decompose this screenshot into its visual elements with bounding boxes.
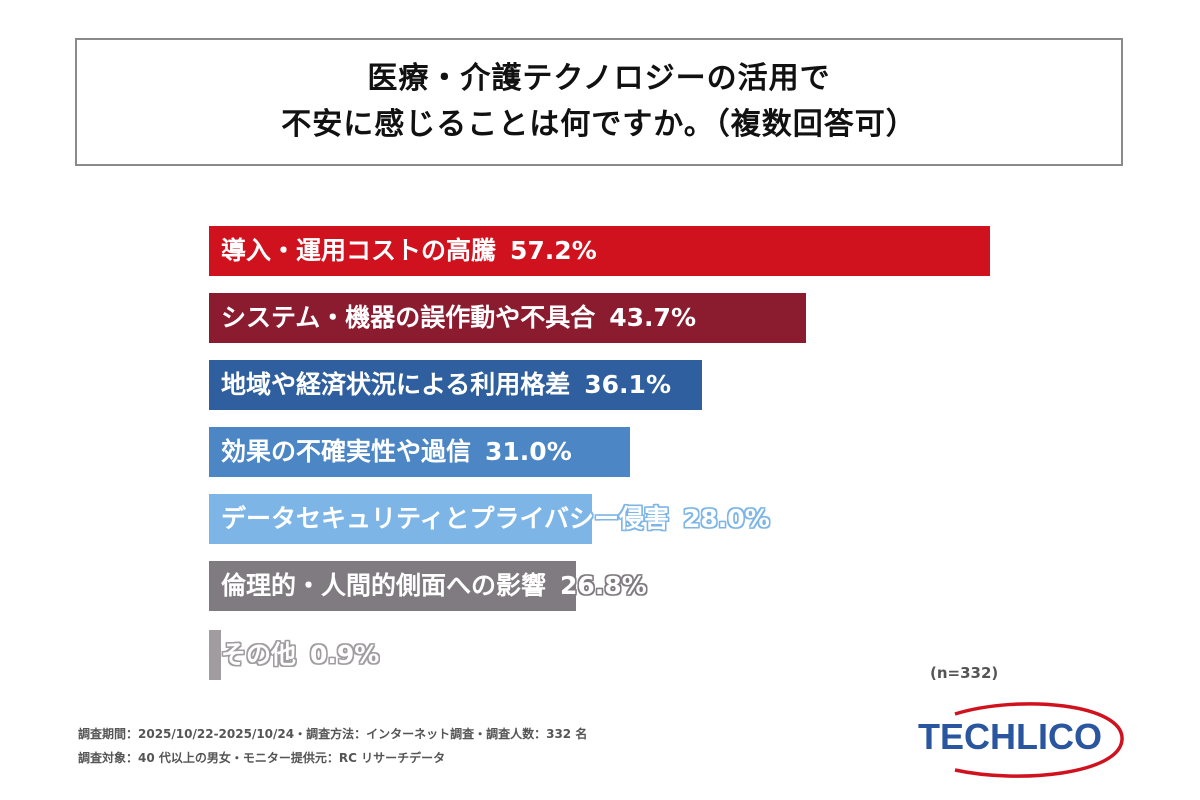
- techlico-logo: TECHLICO: [910, 700, 1140, 780]
- value-label: 43.7%: [609, 303, 696, 332]
- value-label: 57.2%: [510, 236, 597, 265]
- bar-label: 導入・運用コストの高騰 57.2%: [221, 226, 597, 276]
- value-label: 36.1%: [584, 370, 671, 399]
- category-label: 効果の不確実性や過信: [221, 437, 472, 466]
- category-label: システム・機器の誤作動や不具合: [221, 303, 596, 332]
- bar-label: 倫理的・人間的側面への影響 26.8%: [221, 561, 647, 611]
- bar-label: システム・機器の誤作動や不具合 43.7%: [221, 293, 696, 343]
- logo-text: TECHLICO: [918, 716, 1102, 757]
- category-label: 倫理的・人間的側面への影響: [221, 571, 547, 600]
- footer-line-2: 調査対象：40 代以上の男女・モニター提供元：RC リサーチデータ: [78, 751, 446, 765]
- category-label: その他: [221, 640, 297, 669]
- bar: [209, 293, 806, 343]
- logo-ring-icon: [954, 702, 1124, 778]
- sample-size-label: (n=332): [930, 664, 999, 682]
- bar: [209, 360, 702, 410]
- footer-line-1: 調査期間：2025/10/22-2025/10/24・調査方法：インターネット調…: [78, 727, 588, 741]
- survey-footer: 調査期間：2025/10/22-2025/10/24・調査方法：インターネット調…: [78, 722, 587, 770]
- bar-label: データセキュリティとプライバシー侵害 28.0%: [221, 494, 770, 544]
- title-line-1: 医療・介護テクノロジーの活用で: [367, 61, 831, 96]
- value-label: 28.0%: [683, 504, 770, 533]
- bar: [209, 630, 221, 680]
- bar: [209, 226, 990, 276]
- title-line-2: 不安に感じることは何ですか。（複数回答可）: [281, 107, 917, 142]
- bar-label: その他 0.9%: [221, 630, 379, 680]
- bar: [209, 427, 630, 477]
- bar-label: 地域や経済状況による利用格差 36.1%: [221, 360, 671, 410]
- value-label: 31.0%: [485, 437, 572, 466]
- category-label: データセキュリティとプライバシー侵害: [221, 504, 670, 533]
- value-label: 26.8%: [560, 571, 647, 600]
- bar-label: 効果の不確実性や過信 31.0%: [221, 427, 572, 477]
- bar: [209, 561, 576, 611]
- category-label: 地域や経済状況による利用格差: [221, 370, 571, 399]
- value-label: 0.9%: [310, 640, 380, 669]
- category-label: 導入・運用コストの高騰: [221, 236, 497, 265]
- title-box: 医療・介護テクノロジーの活用で 不安に感じることは何ですか。（複数回答可）: [75, 38, 1123, 166]
- bar: [209, 494, 592, 544]
